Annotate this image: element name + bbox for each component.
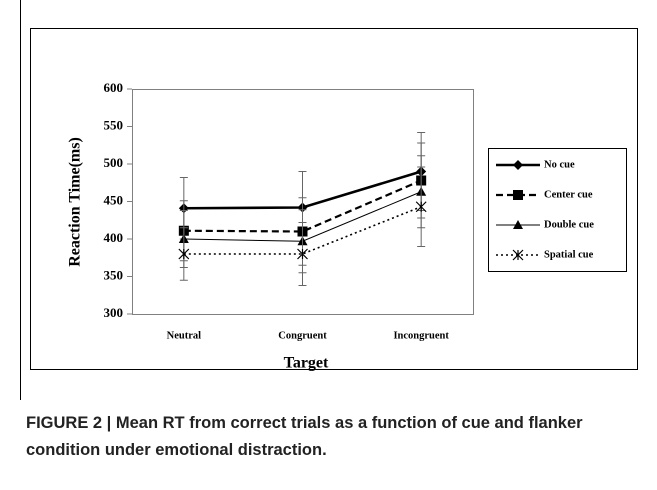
legend-marker xyxy=(513,190,523,200)
y-tick-label: 600 xyxy=(104,80,124,95)
plot-area xyxy=(132,89,474,315)
figure-frame xyxy=(30,28,638,370)
legend-label: No cue xyxy=(544,159,575,170)
point-marker xyxy=(178,248,190,260)
legend-box xyxy=(488,148,627,272)
point-marker xyxy=(415,201,427,213)
y-tick-label: 500 xyxy=(104,155,124,170)
point-marker xyxy=(297,248,308,260)
chart: Target Reaction Time(ms) 300 350 400 450 500… xyxy=(20,0,638,400)
x-axis-label: Target xyxy=(284,355,329,372)
x-tick-label: Incongruent xyxy=(393,330,449,341)
legend-label: Double cue xyxy=(544,219,594,230)
y-tick-label: 400 xyxy=(104,230,124,245)
legend-label: Center cue xyxy=(544,189,593,200)
y-axis-label: Reaction Time(ms) xyxy=(67,137,84,267)
legend-marker xyxy=(513,220,523,229)
x-tick-label: Congruent xyxy=(278,330,327,341)
series-line xyxy=(183,179,422,233)
legend-marker xyxy=(513,160,523,170)
y-tick-label: 450 xyxy=(104,192,124,207)
caption: FIGURE 2 | Mean RT from correct trials a… xyxy=(26,414,583,459)
y-tick-label: 300 xyxy=(104,305,124,320)
legend-marker xyxy=(512,249,524,261)
y-tick-label: 550 xyxy=(104,117,124,132)
legend-label: Spatial cue xyxy=(544,249,594,260)
y-tick-label: 350 xyxy=(104,267,124,282)
x-tick-label: Neutral xyxy=(167,330,201,341)
